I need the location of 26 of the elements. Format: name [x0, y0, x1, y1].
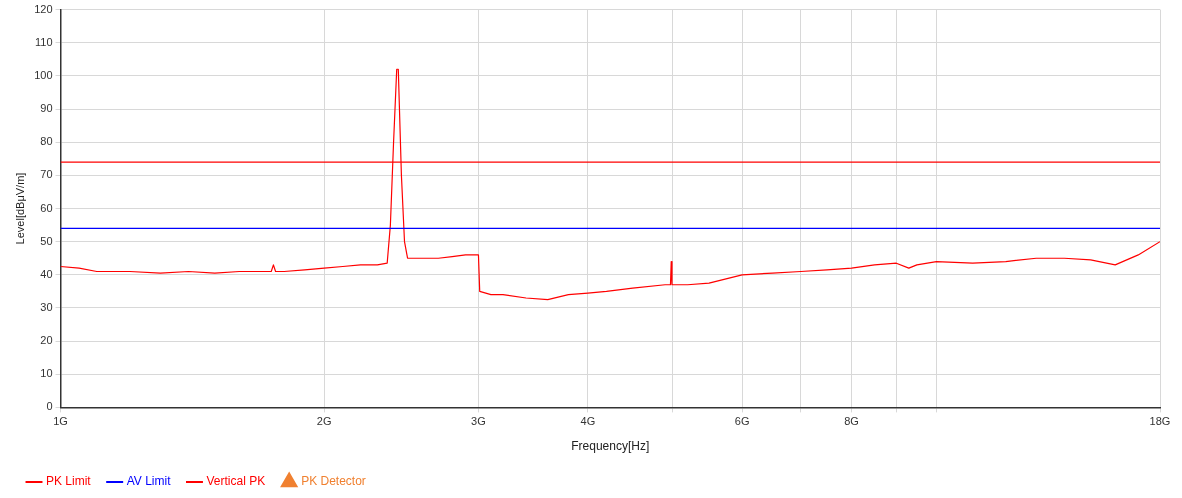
y-tick-label: 40: [40, 267, 53, 280]
legend-label: PK Limit: [46, 474, 92, 489]
y-tick-label: 60: [40, 201, 53, 214]
x-tick-label: 1G: [53, 415, 68, 428]
legend-label: Vertical PK: [206, 474, 266, 489]
y-tick-label: 90: [40, 102, 53, 115]
legend-label: PK Detector: [301, 474, 366, 489]
y-tick-label: 70: [40, 168, 53, 181]
legend-label: AV Limit: [126, 474, 172, 489]
y-tick-label: 80: [40, 135, 53, 148]
y-tick-label: 0: [46, 400, 53, 413]
y-tick-label: 110: [35, 35, 53, 48]
x-tick-label: 18G: [1149, 415, 1171, 428]
x-tick-label: 3G: [471, 415, 486, 428]
y-tick-label: 20: [40, 334, 53, 347]
x-axis-title: Frequency[Hz]: [571, 439, 650, 454]
x-tick-label: 8G: [844, 415, 859, 428]
y-tick-label: 100: [34, 68, 53, 81]
y-tick-label: 10: [40, 367, 53, 380]
y-tick-label: 30: [40, 300, 53, 313]
y-axis-title: Level[dBμV/m]: [13, 172, 26, 245]
x-tick-label: 2G: [316, 415, 332, 428]
y-tick-label: 50: [40, 234, 53, 247]
x-tick-label: 4G: [580, 415, 596, 428]
y-tick-label: 120: [34, 2, 53, 15]
x-tick-label: 6G: [734, 415, 750, 428]
